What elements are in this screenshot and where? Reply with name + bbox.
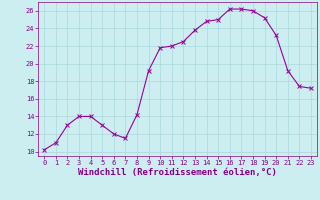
- X-axis label: Windchill (Refroidissement éolien,°C): Windchill (Refroidissement éolien,°C): [78, 168, 277, 177]
